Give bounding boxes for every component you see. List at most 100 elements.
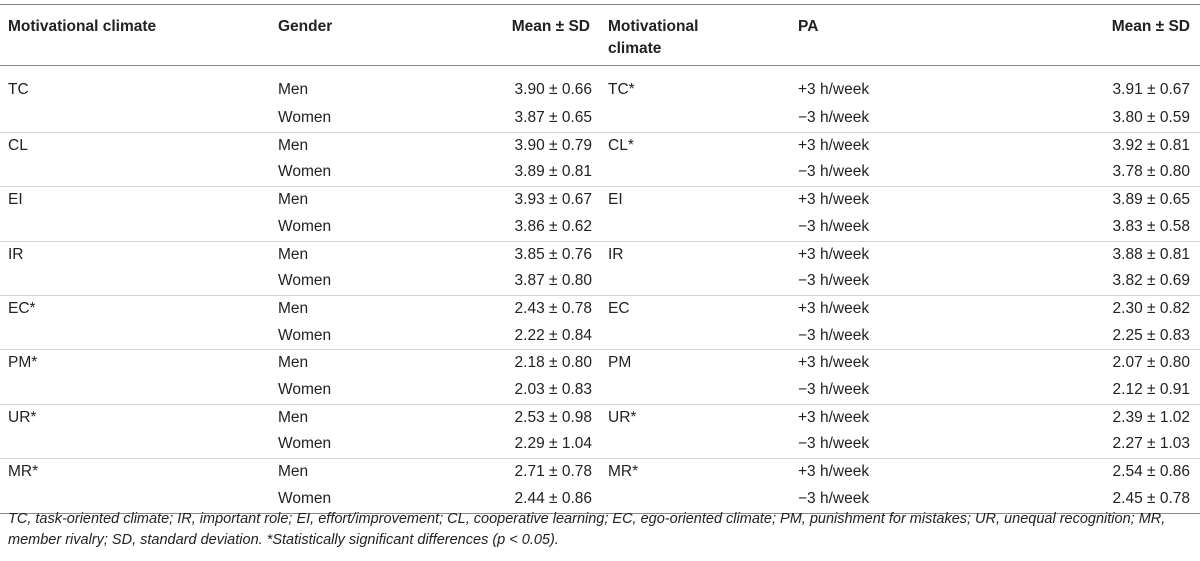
cell-mean-sd-gender: 3.93 ± 0.67 [480, 186, 600, 214]
table-row: Women 3.89 ± 0.81 −3 h/week 3.78 ± 0.80 [0, 159, 1200, 186]
cell-mean-sd-gender: 2.18 ± 0.80 [480, 349, 600, 378]
cell-gender: Men [270, 240, 480, 269]
cell-mean-sd-gender: 3.86 ± 0.62 [514, 217, 592, 235]
table-row: IR Men 3.85 ± 0.76 IR +3 h/week 3.88 ± 0.81 [0, 240, 1200, 269]
cell-mean-sd-gender: 3.87 ± 0.80 [514, 272, 592, 290]
cell-climate-pa: PM [600, 349, 790, 378]
cell-climate-pa [600, 485, 790, 514]
cell-climate-gender: UR* [0, 403, 270, 432]
cell-climate-gender [0, 485, 270, 514]
cell-climate-pa [600, 431, 790, 458]
cell-mean-sd-pa: 3.80 ± 0.59 [1112, 109, 1190, 126]
cell-gender: Men [278, 80, 309, 98]
table-header: Motivational climate Gender Mean ± SD Mo… [0, 4, 1200, 66]
cell-pa: +3 h/week [790, 349, 990, 378]
cell-gender: Women [278, 109, 332, 126]
table-row: PM* Men 2.18 ± 0.80 PM +3 h/week 2.07 ± 0.80 [0, 349, 1200, 378]
cell-mean-sd-pa: 2.27 ± 1.03 [1112, 435, 1190, 453]
cell-climate-gender [0, 159, 270, 186]
cell-climate-pa: EI [600, 186, 790, 214]
results-table: Motivational climate Gender Mean ± SD Mo… [0, 4, 1200, 514]
cell-mean-sd-pa: 3.88 ± 0.81 [990, 240, 1200, 269]
cell-climate-gender: EI [0, 186, 270, 214]
cell-climate-pa: MR* [600, 458, 790, 486]
cell-gender: Women [278, 435, 332, 453]
table-row: MR* Men 2.71 ± 0.78 MR* +3 h/week 2.54 ± 0.86 [0, 458, 1200, 486]
cell-gender: Men [270, 131, 480, 160]
cell-climate-pa: IR [600, 240, 790, 269]
table-row: Women 3.87 ± 0.80 −3 h/week 3.82 ± 0.69 [0, 268, 1200, 295]
table-row: CL Men 3.90 ± 0.79 CL* +3 h/week 3.92 ± 0.81 [0, 131, 1200, 160]
cell-mean-sd-pa: 2.30 ± 0.82 [990, 294, 1200, 323]
results-table-container: Motivational climate Gender Mean ± SD Mo… [0, 4, 1200, 514]
table-row: EI Men 3.93 ± 0.67 EI +3 h/week 3.89 ± 0.65 [0, 186, 1200, 214]
header-pa: PA [798, 18, 819, 35]
cell-mean-sd-pa: 2.45 ± 0.78 [990, 485, 1200, 514]
cell-mean-sd-pa: 3.92 ± 0.81 [990, 131, 1200, 160]
cell-mean-sd-pa: 3.91 ± 0.67 [1112, 80, 1190, 98]
cell-mean-sd-gender: 2.03 ± 0.83 [514, 381, 592, 399]
cell-pa: −3 h/week [798, 326, 870, 344]
cell-climate-gender [0, 377, 270, 404]
cell-pa: −3 h/week [798, 381, 870, 399]
cell-mean-sd-gender: 2.22 ± 0.84 [514, 326, 592, 344]
cell-pa: −3 h/week [798, 163, 870, 181]
cell-climate-gender: CL [0, 131, 270, 160]
table-row: Women 2.22 ± 0.84 −3 h/week 2.25 ± 0.83 [0, 323, 1200, 350]
cell-mean-sd-pa: 3.82 ± 0.69 [1112, 272, 1190, 290]
cell-pa: +3 h/week [790, 131, 990, 160]
cell-climate-gender: EC* [0, 294, 270, 323]
cell-pa: +3 h/week [790, 240, 990, 269]
cell-gender: Women [278, 163, 332, 181]
table-row: EC* Men 2.43 ± 0.78 EC +3 h/week 2.30 ± 0.82 [0, 294, 1200, 323]
table-row: Women 2.44 ± 0.86 −3 h/week 2.45 ± 0.78 [0, 485, 1200, 514]
cell-mean-sd-pa: 3.78 ± 0.80 [1112, 163, 1190, 181]
header-mean-sd-gender: Mean ± SD [511, 18, 590, 35]
cell-climate-gender [0, 105, 270, 132]
table-body: TC Men 3.90 ± 0.66 TC* +3 h/week 3.91 ± 0.67 W… [0, 66, 1200, 514]
cell-climate-gender: PM* [0, 349, 270, 378]
cell-mean-sd-pa: 2.07 ± 0.80 [990, 349, 1200, 378]
cell-pa: −3 h/week [798, 109, 870, 126]
cell-climate-pa [600, 268, 790, 295]
cell-climate-gender [0, 268, 270, 295]
cell-climate-gender: IR [0, 240, 270, 269]
cell-climate-pa: EC [600, 294, 790, 323]
cell-gender: Men [270, 186, 480, 214]
cell-pa: −3 h/week [790, 485, 990, 514]
cell-mean-sd-gender: 3.85 ± 0.76 [480, 240, 600, 269]
cell-pa: +3 h/week [790, 186, 990, 214]
cell-mean-sd-gender: 3.90 ± 0.66 [514, 80, 592, 98]
header-gender: Gender [278, 18, 333, 35]
cell-gender: Men [270, 349, 480, 378]
cell-climate-pa [600, 377, 790, 404]
cell-mean-sd-pa: 2.39 ± 1.02 [990, 403, 1200, 432]
cell-pa: +3 h/week [798, 80, 870, 98]
table-row: UR* Men 2.53 ± 0.98 UR* +3 h/week 2.39 ± 1.02 [0, 403, 1200, 432]
header-motivational-climate-pa-line2: climate [608, 40, 662, 57]
header-row: Motivational climate Gender Mean ± SD Mo… [0, 4, 1200, 66]
cell-climate-pa [600, 159, 790, 186]
cell-climate-gender [0, 214, 270, 241]
cell-gender: Women [278, 272, 332, 290]
cell-mean-sd-pa: 2.25 ± 0.83 [1112, 326, 1190, 344]
cell-gender: Women [270, 485, 480, 514]
cell-gender: Men [270, 403, 480, 432]
cell-mean-sd-pa: 2.54 ± 0.86 [990, 458, 1200, 486]
table-row: Women 2.29 ± 1.04 −3 h/week 2.27 ± 1.03 [0, 431, 1200, 458]
table-row: TC Men 3.90 ± 0.66 TC* +3 h/week 3.91 ± 0.67 [0, 66, 1200, 106]
cell-mean-sd-pa: 2.12 ± 0.91 [1112, 381, 1190, 399]
cell-mean-sd-gender: 3.87 ± 0.65 [514, 109, 592, 126]
cell-pa: −3 h/week [798, 217, 870, 235]
cell-gender: Men [270, 458, 480, 486]
cell-pa: +3 h/week [790, 458, 990, 486]
cell-mean-sd-gender: 2.29 ± 1.04 [514, 435, 592, 453]
cell-gender: Women [278, 326, 332, 344]
cell-mean-sd-pa: 3.89 ± 0.65 [990, 186, 1200, 214]
cell-climate-pa: CL* [600, 131, 790, 160]
cell-climate-pa: TC* [608, 80, 635, 98]
cell-climate-pa [600, 323, 790, 350]
cell-mean-sd-gender: 3.90 ± 0.79 [480, 131, 600, 160]
cell-gender: Men [270, 294, 480, 323]
cell-climate-gender: MR* [0, 458, 270, 486]
